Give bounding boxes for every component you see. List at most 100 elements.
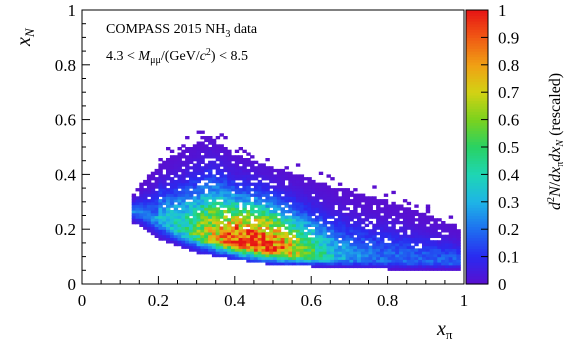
heatmap-cell xyxy=(318,190,324,195)
heatmap-cell xyxy=(315,253,320,258)
heatmap-cell xyxy=(192,201,198,206)
heatmap-cell xyxy=(364,253,370,258)
heatmap-cell xyxy=(372,201,377,206)
heatmap-cell xyxy=(135,204,140,208)
heatmap-cell xyxy=(261,204,266,208)
heatmap-cell xyxy=(353,264,358,269)
heatmap-cell xyxy=(368,256,373,260)
heatmap-cell xyxy=(444,237,450,241)
heatmap-cell xyxy=(261,210,266,214)
heatmap-cell xyxy=(292,196,297,200)
heatmap-cell xyxy=(246,231,251,236)
heatmap-cell xyxy=(231,231,236,236)
heatmap-cell xyxy=(265,259,270,263)
heatmap-cell xyxy=(204,231,209,236)
heatmap-cell xyxy=(234,185,240,189)
heatmap-cell xyxy=(181,204,186,208)
heatmap-cell xyxy=(418,218,423,222)
heatmap-cell xyxy=(227,221,232,225)
heatmap-cell xyxy=(288,179,293,184)
heatmap-cell xyxy=(246,168,251,173)
colorbar-segment xyxy=(466,83,488,88)
heatmap-cell xyxy=(326,253,331,258)
heatmap-cell xyxy=(395,251,400,255)
colorbar-segment xyxy=(466,144,488,148)
heatmap-cell xyxy=(441,256,446,260)
heatmap-cell xyxy=(341,237,347,241)
heatmap-cell xyxy=(387,248,392,252)
heatmap-cell xyxy=(269,199,274,203)
heatmap-cell xyxy=(315,196,320,200)
heatmap-cell xyxy=(135,207,140,211)
heatmap-cell xyxy=(253,234,259,238)
heatmap-cell xyxy=(425,248,431,252)
heatmap-cell xyxy=(208,155,213,159)
heatmap-cell xyxy=(189,226,194,230)
heatmap-cell xyxy=(227,174,232,178)
heatmap-cell xyxy=(250,188,255,192)
heatmap-cell xyxy=(345,262,350,266)
heatmap-cell xyxy=(231,240,236,244)
heatmap-cell xyxy=(280,201,285,206)
heatmap-cell xyxy=(215,218,221,222)
heatmap-cell xyxy=(273,240,278,244)
heatmap-cell xyxy=(364,231,370,236)
heatmap-cell xyxy=(204,207,209,211)
heatmap-cell xyxy=(257,207,263,211)
heatmap-cell xyxy=(227,218,232,222)
colorbar-segment xyxy=(466,201,488,206)
heatmap-cell xyxy=(357,262,362,266)
heatmap-cell xyxy=(269,210,274,214)
heatmap-cell xyxy=(322,237,328,241)
heatmap-cell xyxy=(196,188,201,192)
colorbar-tick-label: 0.8 xyxy=(498,56,519,75)
heatmap-cell xyxy=(433,231,438,236)
heatmap-cell xyxy=(288,190,293,195)
heatmap-cell xyxy=(341,248,347,252)
heatmap-cell xyxy=(418,229,423,233)
heatmap-cell xyxy=(437,264,442,269)
heatmap-cell xyxy=(196,163,201,167)
heatmap-cell xyxy=(196,204,201,208)
heatmap-cell xyxy=(288,182,293,186)
heatmap-cell xyxy=(211,138,217,143)
heatmap-cell xyxy=(246,251,251,255)
heatmap-cell xyxy=(353,262,358,266)
heatmap-cell xyxy=(368,212,373,217)
heatmap-cell xyxy=(276,253,282,258)
heatmap-cell xyxy=(192,174,198,178)
heatmap-cell xyxy=(273,221,278,225)
colorbar-segment xyxy=(466,127,488,132)
heatmap-cell xyxy=(169,218,175,222)
heatmap-cell xyxy=(208,179,213,184)
heatmap-cell xyxy=(204,149,209,153)
heatmap-cell xyxy=(414,262,419,266)
heatmap-cell xyxy=(169,185,175,189)
heatmap-cell xyxy=(219,158,224,162)
heatmap-cell xyxy=(318,231,324,236)
heatmap-cell xyxy=(185,190,190,195)
heatmap-cell xyxy=(158,223,163,227)
heatmap-cell xyxy=(429,226,434,230)
heatmap-cell xyxy=(189,182,194,186)
heatmap-cell xyxy=(200,218,205,222)
heatmap-cell xyxy=(227,207,232,211)
heatmap-cell xyxy=(257,253,263,258)
heatmap-cell xyxy=(422,218,427,222)
heatmap-cell xyxy=(185,188,190,192)
heatmap-cell xyxy=(391,262,396,266)
heatmap-cell xyxy=(177,240,182,244)
heatmap-cell xyxy=(204,215,209,219)
heatmap-cell xyxy=(231,248,236,252)
heatmap-cell xyxy=(295,193,301,197)
colorbar-segment xyxy=(466,163,488,167)
heatmap-cell xyxy=(273,259,278,263)
heatmap-cell xyxy=(395,207,400,211)
heatmap-cell xyxy=(246,248,251,252)
heatmap-cell xyxy=(185,196,190,200)
heatmap-cell xyxy=(284,240,289,244)
heatmap-cell xyxy=(211,251,217,255)
heatmap-cell xyxy=(292,240,297,244)
heatmap-cell xyxy=(292,212,297,217)
heatmap-cell xyxy=(250,242,255,247)
